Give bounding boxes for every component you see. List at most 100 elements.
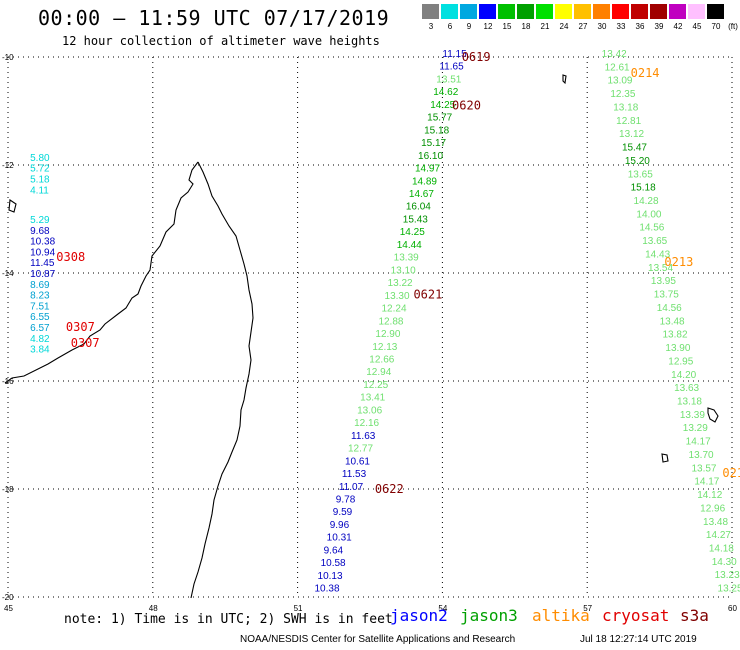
wave-height-value: 13.70 [689, 450, 714, 461]
wave-height-value: 13.30 [385, 291, 410, 302]
legend-swatch [536, 4, 554, 19]
wave-height-value: 10.94 [30, 247, 55, 258]
wave-height-value: 13.48 [703, 517, 728, 528]
wave-height-value: 14.30 [712, 557, 737, 568]
wave-height-value: 14.43 [645, 249, 670, 260]
wave-height-value: 6.55 [30, 312, 50, 323]
graticule [7, 56, 733, 598]
wave-height-value: 13.10 [391, 265, 416, 276]
wave-height-value: 10.31 [327, 533, 352, 544]
wave-height-value: 13.18 [613, 102, 638, 113]
wave-height-value: 5.72 [30, 164, 50, 175]
latitude-label: -14 [2, 269, 14, 278]
wave-height-value: 9.68 [30, 226, 50, 237]
island-4 [661, 453, 669, 463]
wave-height-value: 11.15 [442, 49, 467, 60]
wave-height-value: 13.39 [394, 253, 419, 264]
wave-height-value: 12.77 [348, 444, 373, 455]
legend-swatch [707, 4, 725, 19]
legend-swatch [688, 4, 706, 19]
pass-time-tag: 0308 [56, 250, 85, 264]
wave-height-value: 14.12 [697, 490, 722, 501]
wave-height-value: 15.17 [421, 138, 446, 149]
island-1 [8, 199, 17, 213]
legend-label: 6 [447, 22, 453, 31]
wave-height-value: 14.62 [433, 87, 458, 98]
legend-label: 18 [521, 22, 531, 31]
wave-height-value: 13.09 [607, 76, 632, 87]
wave-height-value: 14.20 [671, 370, 696, 381]
legend-label: 42 [673, 22, 683, 31]
legend-swatch [422, 4, 440, 19]
island-3 [707, 407, 719, 423]
credit-line: NOAA/NESDIS Center for Satellite Applica… [240, 634, 516, 645]
wave-height-value: 16.10 [418, 151, 443, 162]
wave-height-value: 14.56 [657, 303, 682, 314]
longitude-label: 45 [4, 604, 13, 613]
wave-height-value: 13.90 [665, 343, 690, 354]
wave-height-value: 14.18 [709, 544, 734, 555]
wave-height-value: 12.13 [372, 342, 397, 353]
wave-height-value: 14.17 [694, 477, 719, 488]
wave-height-value: 13.75 [654, 290, 679, 301]
latitude-label: -18 [2, 485, 14, 494]
wave-height-value: 12.96 [700, 503, 725, 514]
legend-swatch [612, 4, 630, 19]
legend-label: 21 [540, 22, 550, 31]
wave-height-value: 15.43 [403, 214, 428, 225]
wave-height-value: 13.63 [674, 383, 699, 394]
island-2 [562, 74, 567, 85]
pass-time-tag: 0213 [664, 255, 693, 269]
wave-height-value: 14.17 [686, 437, 711, 448]
wave-height-value: 12.61 [605, 62, 630, 73]
satellite-cryosat: cryosat [602, 606, 670, 625]
legend-swatch [479, 4, 497, 19]
wave-height-value: 4.82 [30, 334, 50, 345]
wave-height-value: 10.58 [321, 558, 346, 569]
wave-height-value: 13.18 [677, 396, 702, 407]
longitude-label: 51 [294, 604, 303, 613]
legend-swatch [631, 4, 649, 19]
pass-time-tag: 0307 [71, 336, 100, 350]
wave-height-value: 11.07 [339, 482, 364, 493]
wave-readings: 5.805.725.184.115.299.6810.3810.9411.451… [30, 49, 740, 595]
wave-height-value: 7.51 [30, 301, 50, 312]
wave-height-value: 10.38 [30, 237, 55, 248]
wave-height-value: 10.13 [318, 571, 343, 582]
wave-height-value: 14.25 [430, 100, 455, 111]
wave-height-value: 15.18 [424, 125, 449, 136]
wave-height-value: 12.25 [363, 380, 388, 391]
latitude-label: -16 [2, 377, 14, 386]
wave-height-value: 6.57 [30, 323, 50, 334]
wave-height-value: 13.51 [436, 74, 461, 85]
legend-label: 24 [559, 22, 569, 31]
wave-height-value: 14.97 [415, 164, 440, 175]
wave-height-value: 9.78 [336, 495, 356, 506]
generated-timestamp: Jul 18 12:27:14 UTC 2019 [580, 634, 697, 645]
satellite-s3a: s3a [680, 606, 709, 625]
wave-height-value: 13.54 [648, 263, 673, 274]
wave-height-value: 15.47 [622, 143, 647, 154]
satellite-jason2: jason2 [390, 606, 448, 625]
wave-height-value: 14.89 [412, 176, 437, 187]
legend-swatch [498, 4, 516, 19]
wave-height-value: 12.95 [668, 356, 693, 367]
legend-label: 3 [428, 22, 434, 31]
wave-height-value: 5.18 [30, 175, 50, 186]
wave-height-value: 5.29 [30, 215, 50, 226]
legend-unit: (ft) [728, 22, 738, 31]
wave-height-value: 13.06 [357, 405, 382, 416]
wave-height-value: 13.12 [619, 129, 644, 140]
pass-time-tag: 0619 [462, 50, 491, 64]
map-title: 00:00 – 11:59 UTC 07/17/2019 [38, 6, 390, 30]
wave-height-value: 13.57 [691, 463, 716, 474]
wave-height-value: 12.16 [354, 418, 379, 429]
legend-swatch [593, 4, 611, 19]
latitude-label: -12 [2, 161, 14, 170]
wave-height-value: 10.61 [345, 456, 370, 467]
wave-height-value: 13.39 [680, 410, 705, 421]
wave-height-value: 13.42 [602, 49, 627, 60]
wave-height-value: 12.24 [381, 304, 406, 315]
wave-height-value: 11.63 [351, 431, 376, 442]
wave-height-value: 14.27 [706, 530, 731, 541]
